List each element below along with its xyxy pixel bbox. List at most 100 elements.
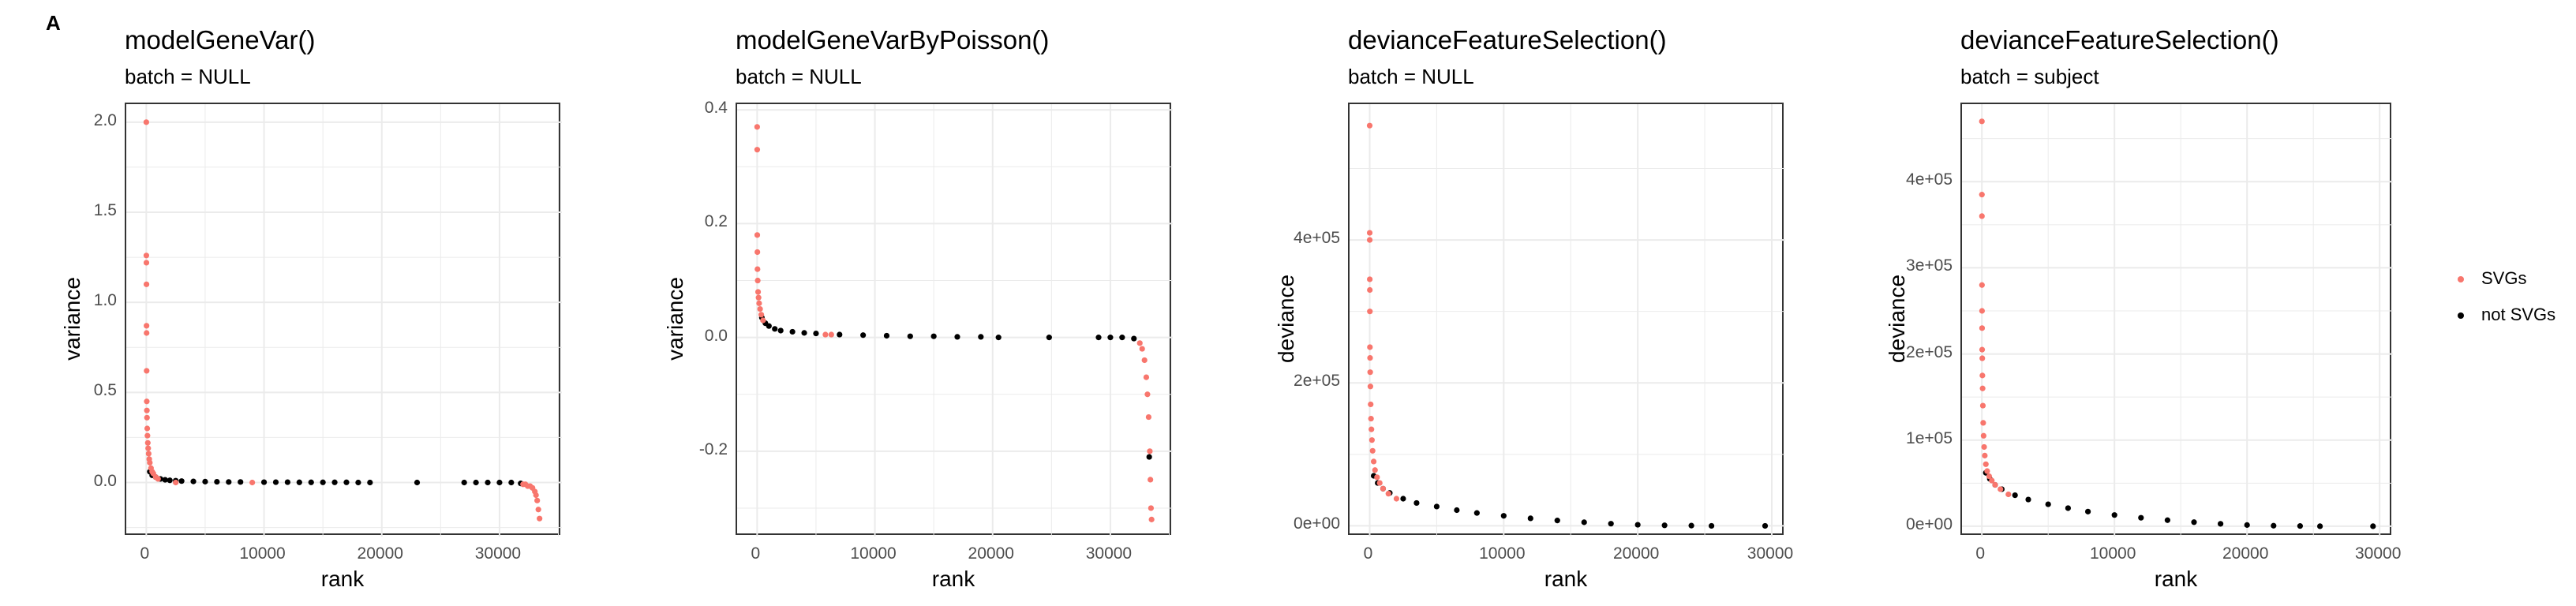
point-svg (1148, 516, 1155, 522)
point-not-svg (1146, 454, 1152, 460)
point-svg (754, 277, 761, 284)
y-tick-label: 0.4 (704, 99, 728, 118)
x-tick-label: 20000 (2222, 544, 2269, 563)
point-not-svg (995, 335, 1002, 341)
point-svg (1998, 486, 2004, 492)
point-svg (144, 398, 150, 405)
point-svg (1986, 473, 1993, 480)
y-tick-label: -0.2 (698, 440, 728, 458)
y-axis-label: variance (663, 277, 687, 361)
point-not-svg (2025, 496, 2031, 503)
point-svg (147, 459, 153, 466)
point-svg (1367, 309, 1373, 315)
point-not-svg (907, 333, 913, 339)
x-tick-label: 30000 (2354, 544, 2402, 563)
point-svg (173, 479, 179, 486)
scatter-plot-svg (126, 104, 562, 537)
point-not-svg (2138, 514, 2144, 521)
point-svg (1367, 354, 1373, 361)
point-svg (1367, 344, 1373, 350)
point-svg (1979, 346, 1986, 353)
point-not-svg (1688, 522, 1694, 529)
point-not-svg (1095, 335, 1102, 341)
point-not-svg (162, 477, 168, 483)
series-svgs (1366, 122, 1400, 502)
point-svg (1376, 480, 1383, 486)
y-tick-label: 1.0 (93, 291, 117, 310)
point-not-svg (2297, 523, 2303, 529)
plot-area (736, 103, 1173, 537)
y-tick-label: 2.0 (93, 110, 117, 129)
point-svg (754, 147, 761, 153)
point-svg (754, 266, 761, 272)
point-not-svg (1413, 499, 1420, 507)
x-tick-label: 30000 (1085, 544, 1133, 563)
point-not-svg (238, 479, 244, 485)
chart-title: modelGeneVarByPoisson() (736, 25, 1050, 54)
point-not-svg (1107, 335, 1114, 341)
y-axis-label: deviance (1885, 274, 1909, 364)
y-tick-label: 0.2 (704, 212, 728, 231)
point-not-svg (308, 479, 314, 485)
x-axis-label: rank (931, 567, 975, 591)
series-not-svgs (758, 314, 1152, 460)
point-not-svg (1046, 335, 1052, 341)
y-tick-label: 3e+05 (1906, 256, 1953, 275)
x-tick-label: 30000 (474, 544, 522, 563)
point-not-svg (789, 328, 796, 335)
point-not-svg (1581, 519, 1587, 526)
point-not-svg (860, 332, 867, 339)
point-not-svg (167, 477, 173, 484)
series-not-svgs (1983, 469, 2376, 529)
y-tick-label: 4e+05 (1906, 170, 1953, 189)
point-svg (1368, 401, 1374, 408)
chart-title: devianceFeatureSelection() (1960, 25, 2279, 54)
chart-title: devianceFeatureSelection() (1348, 25, 1667, 54)
point-svg (1148, 505, 1154, 511)
point-not-svg (320, 479, 326, 485)
point-svg (822, 331, 829, 338)
x-axis-label: rank (1544, 567, 1588, 591)
point-not-svg (766, 323, 772, 329)
point-not-svg (508, 479, 515, 486)
point-not-svg (178, 478, 185, 484)
point-not-svg (883, 332, 890, 339)
point-not-svg (2191, 519, 2197, 526)
point-svg (1980, 432, 1986, 439)
point-not-svg (355, 479, 361, 486)
point-not-svg (1708, 522, 1715, 529)
point-svg (1147, 448, 1153, 454)
point-svg (143, 260, 150, 266)
point-svg (1982, 452, 1988, 458)
point-svg (754, 232, 761, 238)
point-svg (249, 479, 256, 486)
x-tick-label: 10000 (850, 544, 897, 563)
series-not-svgs (147, 469, 524, 487)
gridlines (1962, 104, 2393, 537)
point-not-svg (772, 326, 778, 332)
point-not-svg (226, 479, 232, 485)
point-svg (1144, 391, 1151, 398)
point-not-svg (284, 479, 290, 485)
point-svg (143, 281, 150, 287)
point-not-svg (777, 327, 784, 334)
chart-subtitle: batch = NULL (125, 65, 251, 88)
x-tick-label: 0 (140, 544, 150, 563)
x-tick-label: 20000 (968, 544, 1014, 563)
x-tick-label: 30000 (1747, 544, 1794, 563)
plot-area (1960, 103, 2393, 537)
point-svg (1372, 467, 1378, 473)
point-svg (1367, 369, 1373, 376)
point-not-svg (837, 331, 843, 338)
point-not-svg (1762, 522, 1769, 529)
point-svg (1979, 355, 1986, 361)
y-tick-label: 0e+00 (1906, 514, 1953, 533)
point-svg (754, 249, 761, 256)
point-svg (755, 294, 762, 301)
point-svg (1366, 237, 1373, 243)
point-not-svg (1119, 335, 1125, 341)
point-svg (1393, 496, 1400, 502)
point-svg (144, 330, 150, 336)
point-svg (1979, 308, 1986, 314)
point-not-svg (202, 478, 208, 484)
